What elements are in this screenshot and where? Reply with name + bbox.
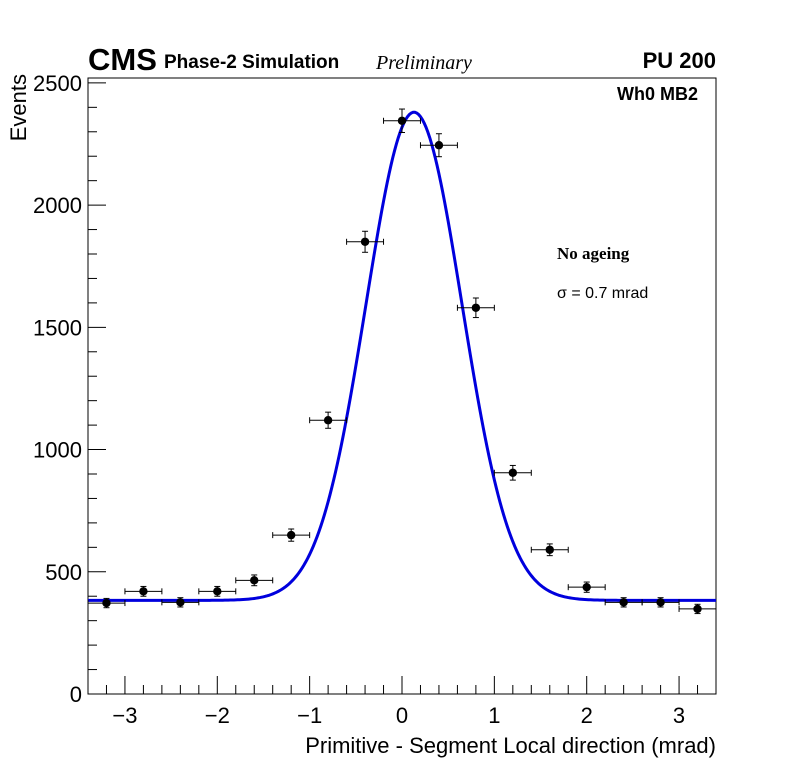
fit-curve (88, 110, 716, 602)
data-marker (397, 116, 407, 125)
data-marker (360, 237, 370, 246)
x-tick-label: −2 (205, 703, 230, 728)
data-point (124, 585, 163, 597)
y-tick-label: 500 (45, 560, 82, 585)
x-axis-title: Primitive - Segment Local direction (mra… (305, 733, 716, 758)
data-point (309, 411, 348, 429)
data-marker (102, 598, 111, 608)
data-points (87, 108, 717, 615)
x-tick-label: 1 (488, 703, 500, 728)
y-tick-label: 2500 (33, 71, 82, 96)
data-point (161, 597, 200, 608)
data-point (567, 581, 606, 593)
data-point (530, 543, 569, 557)
data-marker (508, 468, 518, 477)
data-marker (471, 303, 481, 312)
data-point (641, 597, 680, 608)
data-marker (434, 141, 444, 150)
data-point (383, 108, 421, 134)
data-marker (139, 587, 148, 596)
y-tick-label: 1500 (33, 315, 82, 340)
data-point (235, 574, 274, 587)
data-point (198, 585, 237, 597)
data-point (493, 464, 532, 481)
x-tick-label: −1 (297, 703, 322, 728)
data-marker (545, 545, 554, 554)
data-marker (176, 598, 185, 607)
x-tick-label: 2 (581, 703, 593, 728)
sigma-label: σ = 0.7 mrad (557, 285, 648, 302)
data-marker (286, 530, 296, 540)
y-tick-label: 1000 (33, 438, 82, 463)
condition-label: No ageing (557, 244, 630, 263)
y-axis: 0 500 1000 1500 2000 2500 (33, 71, 106, 707)
station-label: Wh0 MB2 (617, 84, 698, 104)
data-point (87, 597, 126, 609)
data-marker (656, 598, 665, 607)
x-axis: −3 −2 −1 0 1 2 3 (87, 676, 717, 728)
pileup-label: PU 200 (643, 48, 716, 73)
data-point (272, 528, 311, 542)
y-tick-label: 0 (70, 682, 82, 707)
x-tick-label: 0 (396, 703, 408, 728)
cms-label: CMS (88, 42, 157, 77)
data-marker (582, 582, 591, 592)
preliminary-label: Preliminary (375, 52, 472, 74)
y-axis-title: Events (6, 74, 31, 141)
y-tick-label: 2000 (33, 193, 82, 218)
x-tick-label: 3 (673, 703, 685, 728)
data-point (678, 603, 717, 615)
simulation-label: Phase-2 Simulation (164, 52, 339, 73)
data-point (346, 230, 385, 253)
data-marker (693, 604, 702, 614)
data-point (419, 133, 458, 158)
data-point (604, 597, 643, 608)
data-marker (213, 587, 222, 596)
data-marker (323, 416, 333, 425)
data-point (456, 297, 495, 319)
data-marker (619, 598, 628, 607)
data-marker (250, 576, 259, 585)
x-tick-label: −3 (112, 703, 137, 728)
